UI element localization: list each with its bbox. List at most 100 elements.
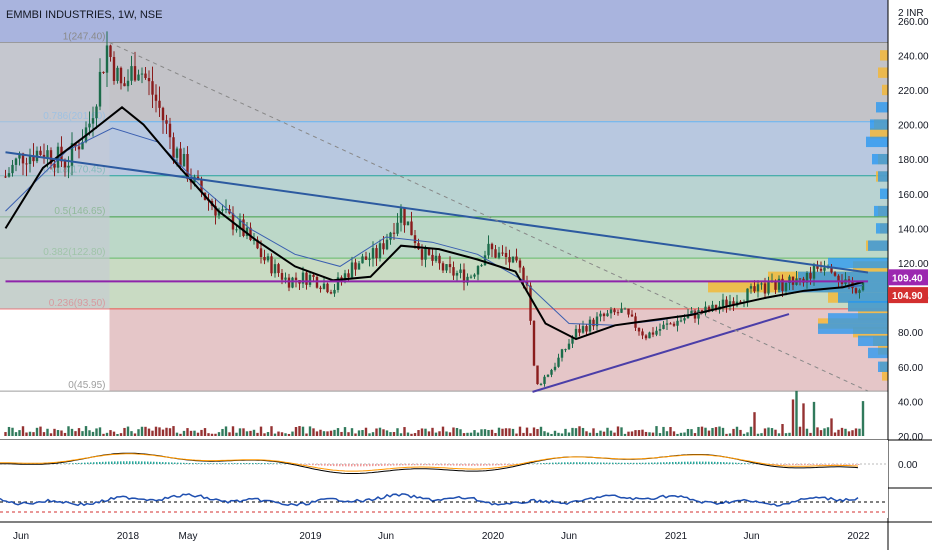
candle-body	[732, 301, 735, 306]
volume-bar	[186, 428, 189, 436]
candle-body	[119, 67, 123, 84]
candle-body	[266, 256, 270, 261]
macd-histogram-bar	[549, 462, 551, 464]
macd-histogram-bar	[387, 464, 389, 466]
volume-bar	[539, 426, 543, 436]
candle-body	[182, 154, 186, 167]
volume-bar	[333, 429, 336, 436]
volume-bar	[854, 428, 858, 436]
macd-histogram-bar	[609, 462, 611, 464]
fib-zone	[0, 308, 888, 392]
candle-body	[67, 165, 70, 168]
x-tick-label: May	[179, 531, 198, 542]
volume-bar	[91, 431, 95, 436]
candle-body	[581, 326, 585, 333]
macd-histogram-bar	[447, 464, 449, 466]
macd-histogram-bar	[93, 462, 95, 464]
fib-zone	[0, 42, 888, 122]
candle-body	[662, 324, 665, 330]
macd-histogram-bar	[858, 464, 860, 465]
macd-histogram-bar	[738, 462, 740, 464]
candle-body	[172, 137, 175, 158]
candle-body	[812, 265, 816, 279]
candle-body	[452, 267, 455, 276]
volume-bar	[585, 431, 588, 436]
macd-histogram-bar	[441, 464, 443, 466]
volume-bar	[753, 412, 756, 436]
volume-bar	[812, 401, 816, 436]
volume-bar	[308, 426, 312, 436]
volume-bar	[144, 426, 147, 436]
fib-zone-gap	[0, 308, 110, 392]
macd-histogram-bar	[402, 464, 404, 466]
macd-histogram-bar	[453, 464, 455, 466]
candle-body	[469, 276, 473, 278]
candle-body	[11, 164, 14, 174]
volume-bar	[840, 427, 844, 436]
volume-bar	[480, 429, 483, 436]
macd-histogram-bar	[666, 462, 668, 464]
macd-histogram-bar	[201, 463, 203, 464]
macd-histogram-bar	[312, 464, 314, 466]
candle-body	[630, 314, 634, 317]
candle-body	[620, 308, 623, 313]
macd-histogram-bar	[141, 461, 143, 464]
macd-histogram-bar	[204, 463, 206, 464]
volume-bar	[228, 432, 231, 436]
volume-bar	[606, 427, 609, 436]
macd-histogram-bar	[135, 461, 137, 464]
macd-histogram-bar	[714, 461, 716, 464]
candle-body	[81, 142, 84, 150]
volume-bar	[497, 427, 501, 436]
volume-bar	[476, 432, 480, 436]
volume-bar	[595, 432, 599, 436]
macd-histogram-bar	[834, 464, 836, 465]
candle-body	[217, 210, 221, 216]
volume-bar	[788, 432, 791, 436]
candle-body	[336, 277, 340, 290]
macd-histogram-bar	[243, 463, 245, 464]
macd-histogram-bar	[825, 464, 827, 465]
volume-bar	[704, 427, 707, 436]
candle-body	[641, 331, 644, 336]
macd-histogram-bar	[828, 464, 830, 465]
fib-diagonal	[109, 42, 869, 392]
macd-histogram-bar	[783, 464, 785, 465]
macd-histogram-bar	[642, 462, 644, 464]
macd-histogram-bar	[456, 464, 458, 466]
macd-histogram-bar	[210, 463, 212, 464]
macd-histogram-bar	[573, 462, 575, 464]
price-tag-label: 109.40	[892, 273, 923, 284]
candle-body	[301, 272, 305, 284]
volume-bar	[329, 430, 333, 436]
candle-body	[557, 357, 560, 367]
candle-body	[739, 301, 742, 303]
volume-profile-bar-blue	[878, 361, 888, 372]
candle-body	[616, 312, 620, 314]
candle-body	[494, 249, 497, 258]
candle-body	[102, 71, 105, 73]
descending-trendline	[5, 151, 869, 274]
volume-bar	[508, 428, 511, 436]
volume-bar	[273, 433, 277, 436]
volume-bar	[7, 426, 11, 436]
macd-histogram-bar	[417, 464, 419, 466]
candle-body	[312, 274, 315, 277]
candle-body	[427, 248, 431, 255]
candle-body	[116, 67, 119, 81]
macd-histogram-bar	[219, 463, 221, 464]
volume-profile-bar-blue	[858, 335, 888, 347]
candle-body	[74, 143, 77, 147]
candle-body	[221, 209, 224, 211]
candle-body	[280, 273, 284, 280]
volume-profile-bar-blue	[876, 223, 888, 234]
volume-bar	[217, 432, 221, 436]
volume-bar	[592, 428, 595, 436]
macd-histogram-bar	[672, 462, 674, 464]
candle-body	[704, 306, 707, 314]
volume-bar	[60, 430, 63, 436]
macd-histogram-bar	[843, 464, 845, 465]
candle-body	[588, 319, 592, 332]
macd-histogram-bar	[159, 461, 161, 464]
